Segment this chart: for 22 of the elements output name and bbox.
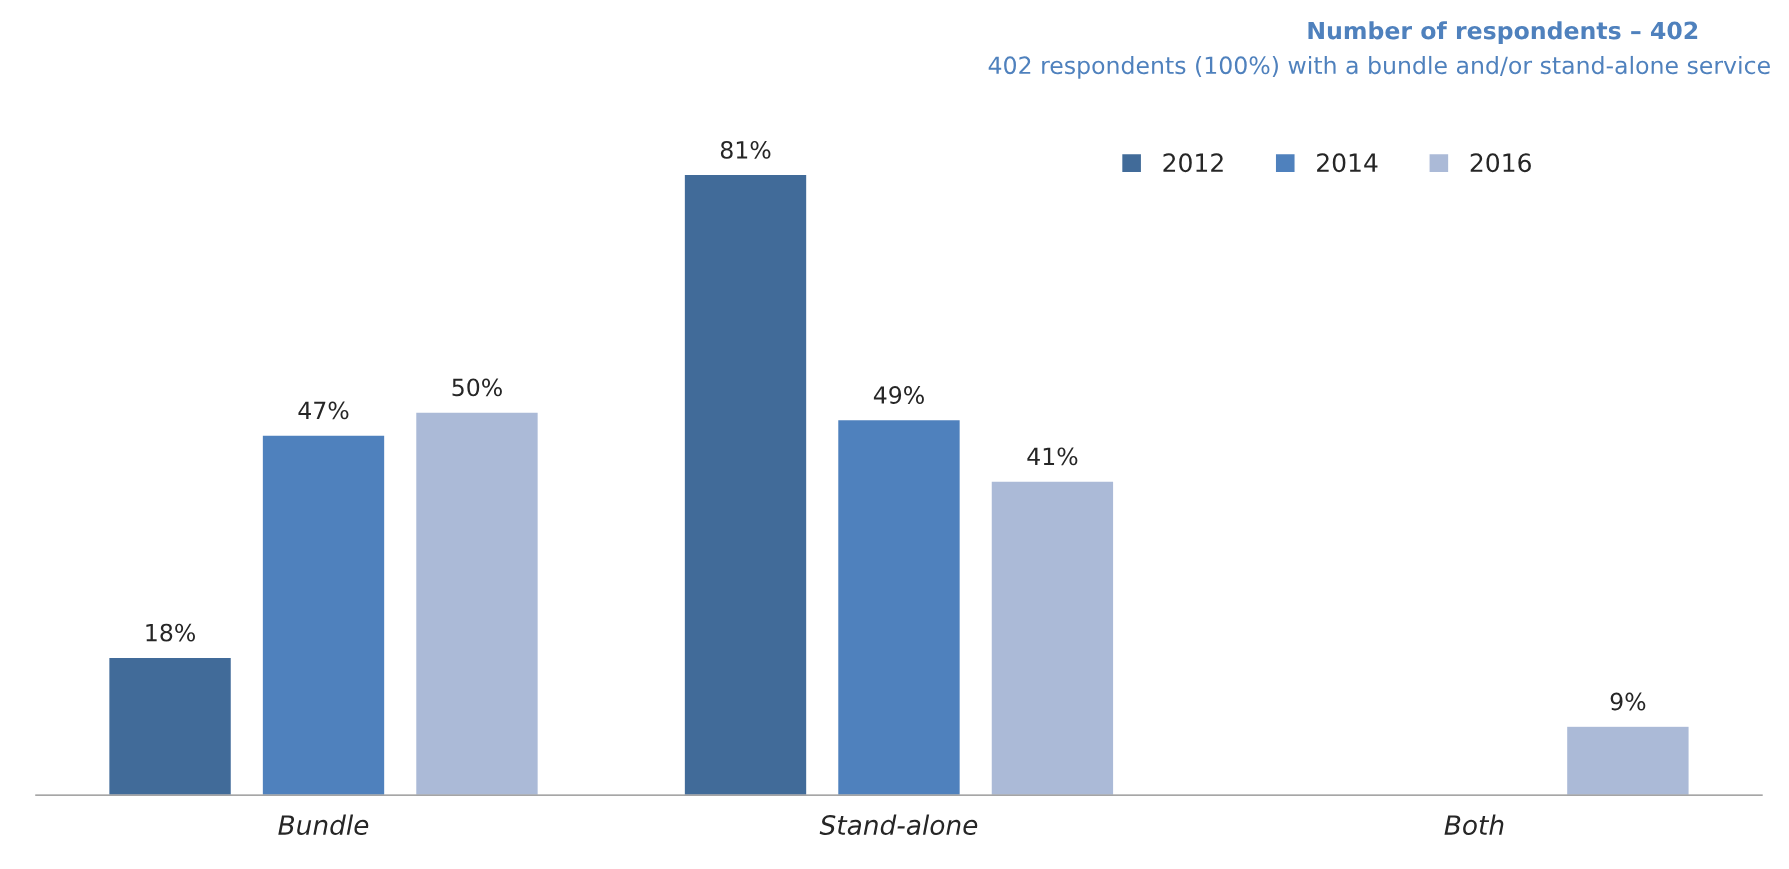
data-label: 49% (873, 386, 924, 404)
x-tick-label: Both (1444, 814, 1504, 836)
bar (990, 480, 1115, 796)
data-label: 50% (452, 378, 502, 397)
legend-label: 2014 (1317, 153, 1378, 173)
data-label: 47% (298, 401, 349, 420)
data-label: 81% (720, 140, 771, 159)
data-label: 18% (146, 623, 195, 642)
data-label: 41% (1027, 447, 1078, 466)
legend-label: 2016 (1470, 153, 1531, 173)
chart-title: Number of respondents – 402 (1308, 21, 1698, 45)
bar (1565, 725, 1690, 796)
bar (107, 656, 233, 796)
bar (683, 173, 808, 796)
chart-subtitle: 402 respondents (100%) with a bundle and/or stand-alone service (988, 55, 1770, 79)
bar (414, 411, 540, 796)
bar (836, 418, 962, 796)
x-tick-label: Bundle (278, 814, 369, 836)
legend-label: 2012 (1163, 153, 1223, 173)
data-label: 9% (1610, 692, 1646, 711)
x-tick-label: Stand-alone (819, 814, 978, 836)
bar (261, 434, 386, 796)
